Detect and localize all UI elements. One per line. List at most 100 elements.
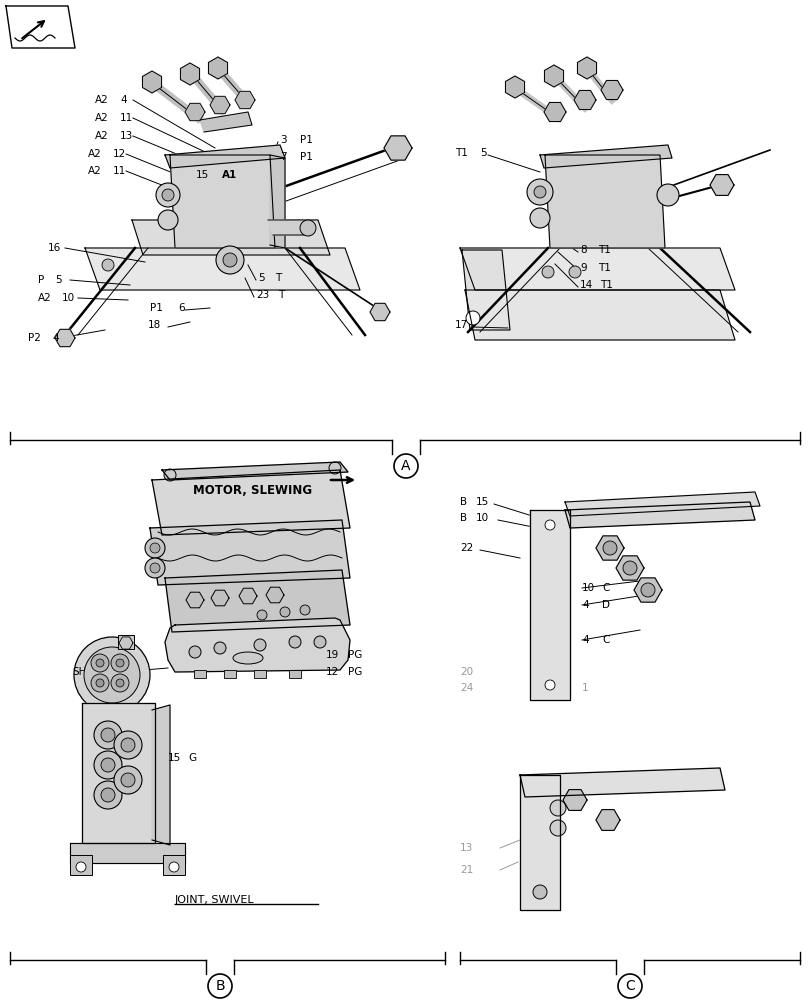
Polygon shape (460, 248, 734, 290)
Text: 13: 13 (460, 843, 473, 853)
Circle shape (640, 583, 654, 597)
Text: 4: 4 (581, 635, 588, 645)
Circle shape (208, 974, 232, 998)
Circle shape (280, 607, 290, 617)
Text: B: B (460, 513, 466, 523)
Polygon shape (165, 570, 350, 632)
Polygon shape (465, 290, 734, 340)
Polygon shape (633, 578, 661, 602)
Text: 4: 4 (120, 95, 127, 105)
Circle shape (121, 738, 135, 752)
Text: P1: P1 (299, 135, 312, 145)
Text: PG: PG (348, 667, 362, 677)
Circle shape (150, 563, 160, 573)
Text: 11: 11 (113, 166, 126, 176)
Text: P1: P1 (299, 223, 312, 233)
Circle shape (466, 311, 479, 325)
Circle shape (603, 541, 616, 555)
Circle shape (74, 637, 150, 713)
Bar (254, 670, 266, 678)
Circle shape (156, 183, 180, 207)
Bar (194, 670, 206, 678)
Text: 20: 20 (460, 667, 473, 677)
Text: 12: 12 (113, 149, 126, 159)
Circle shape (116, 659, 124, 667)
Text: 10: 10 (475, 513, 488, 523)
Circle shape (544, 520, 554, 530)
Text: 13: 13 (120, 131, 133, 141)
Text: 13: 13 (95, 667, 108, 677)
Polygon shape (162, 462, 348, 480)
Text: 1: 1 (581, 683, 588, 693)
Text: T1: T1 (597, 245, 610, 255)
Circle shape (111, 674, 129, 692)
Polygon shape (82, 703, 155, 843)
Text: 6: 6 (178, 303, 184, 313)
Polygon shape (85, 248, 359, 290)
Text: C: C (601, 635, 608, 645)
Text: 18: 18 (148, 320, 161, 330)
Polygon shape (152, 470, 350, 535)
Text: 7: 7 (280, 152, 286, 162)
Text: 4: 4 (581, 600, 588, 610)
Circle shape (94, 721, 122, 749)
Circle shape (91, 674, 109, 692)
Text: 12: 12 (325, 667, 339, 677)
Text: 8: 8 (579, 245, 586, 255)
Text: 22: 22 (460, 543, 473, 553)
Polygon shape (200, 112, 251, 132)
Circle shape (549, 820, 565, 836)
Text: 4: 4 (52, 333, 58, 343)
Polygon shape (564, 502, 754, 528)
Circle shape (299, 605, 310, 615)
Text: 5: 5 (258, 273, 264, 283)
Text: T: T (277, 290, 284, 300)
Text: P1: P1 (150, 303, 163, 313)
Polygon shape (150, 520, 350, 585)
Polygon shape (505, 76, 524, 98)
Text: 5: 5 (55, 275, 62, 285)
Text: 10: 10 (581, 583, 594, 593)
Polygon shape (132, 220, 329, 255)
Circle shape (150, 543, 160, 553)
Text: 5: 5 (479, 148, 486, 158)
Circle shape (223, 253, 237, 267)
Polygon shape (616, 556, 643, 580)
Text: A: A (401, 459, 410, 473)
Circle shape (393, 454, 418, 478)
Bar (70, 855, 92, 875)
Circle shape (530, 208, 549, 228)
Text: MOTOR, SLEWING: MOTOR, SLEWING (193, 484, 311, 496)
Polygon shape (119, 637, 133, 649)
Circle shape (101, 728, 115, 742)
Circle shape (314, 636, 325, 648)
Circle shape (111, 654, 129, 672)
Circle shape (656, 184, 678, 206)
Polygon shape (208, 57, 227, 79)
Text: P2: P2 (28, 333, 41, 343)
Text: A1: A1 (221, 170, 237, 180)
Polygon shape (573, 90, 595, 110)
Text: A2: A2 (95, 131, 109, 141)
Circle shape (162, 189, 174, 201)
Text: A2: A2 (88, 166, 101, 176)
Circle shape (116, 679, 124, 687)
Circle shape (164, 469, 176, 481)
Circle shape (145, 558, 165, 578)
Circle shape (549, 800, 565, 816)
Circle shape (189, 646, 201, 658)
Circle shape (534, 186, 545, 198)
Text: 19: 19 (325, 650, 339, 660)
Polygon shape (6, 6, 75, 48)
Text: 11: 11 (120, 113, 133, 123)
Polygon shape (55, 329, 75, 347)
Bar (224, 670, 236, 678)
Text: B: B (460, 497, 466, 507)
Text: C: C (601, 583, 608, 593)
Polygon shape (370, 303, 389, 321)
Polygon shape (600, 80, 622, 100)
Polygon shape (210, 96, 230, 114)
Polygon shape (270, 155, 285, 248)
Polygon shape (384, 136, 411, 160)
Text: 15: 15 (475, 497, 489, 507)
